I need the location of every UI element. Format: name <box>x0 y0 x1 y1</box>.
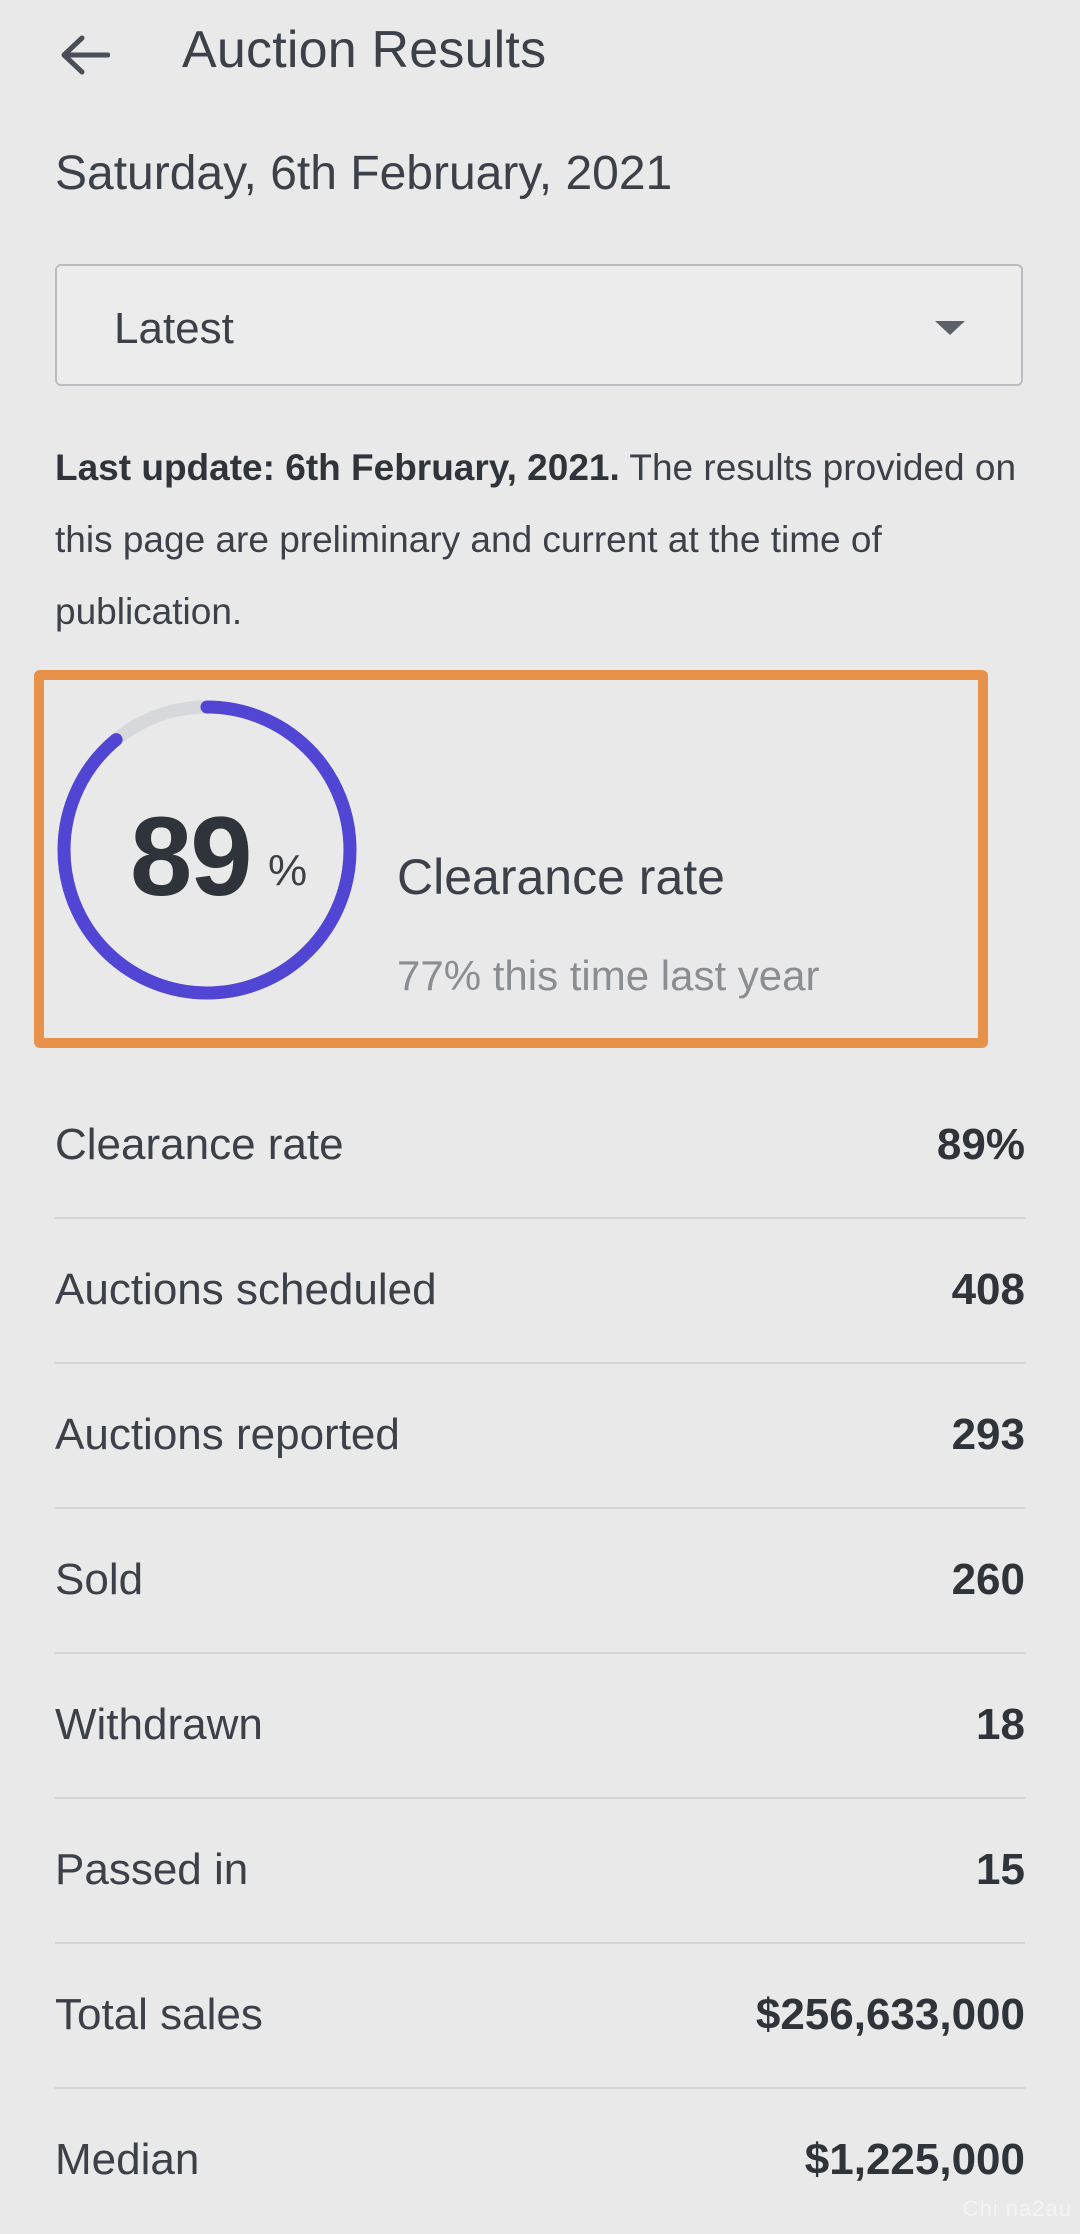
date-heading: Saturday, 6th February, 2021 <box>55 147 673 200</box>
highlight-frame <box>34 670 988 1048</box>
stat-value: 408 <box>951 1265 1025 1314</box>
stat-row-auctions-reported: Auctions reported 293 <box>55 1364 1025 1509</box>
stat-value: 260 <box>951 1555 1025 1604</box>
clearance-rate-label: Clearance rate <box>397 849 725 905</box>
results-period-select[interactable]: Latest <box>55 264 1023 386</box>
stat-label: Clearance rate <box>55 1120 344 1169</box>
stat-label: Sold <box>55 1555 144 1604</box>
stat-label: Auctions scheduled <box>55 1265 437 1314</box>
back-button[interactable] <box>52 22 118 88</box>
stat-row-median: Median $1,225,000 <box>55 2089 1025 2234</box>
stat-row-total-sales: Total sales $256,633,000 <box>55 1944 1025 2089</box>
stat-label: Auctions reported <box>55 1410 400 1459</box>
stat-value: $1,225,000 <box>804 2135 1025 2184</box>
stat-row-clearance-rate: Clearance rate 89% <box>55 1074 1025 1219</box>
last-update-text: Last update: 6th February, 2021. <box>55 447 620 488</box>
stat-value: 89% <box>936 1120 1025 1169</box>
stat-row-passed-in: Passed in 15 <box>55 1799 1025 1944</box>
update-notice: Last update: 6th February, 2021. The res… <box>55 432 1035 648</box>
stat-value: $256,633,000 <box>755 1990 1025 2039</box>
app-header: Auction Results <box>0 0 1080 110</box>
page-title: Auction Results <box>182 21 547 79</box>
gauge-percent-value: 89 <box>130 794 253 919</box>
stat-value: 18 <box>976 1700 1025 1749</box>
stat-row-sold: Sold 260 <box>55 1509 1025 1654</box>
notice-text: The results provided on this page are pr… <box>55 447 1017 632</box>
gauge-percent-sign: % <box>268 846 308 895</box>
chevron-down-icon <box>935 321 965 335</box>
select-value: Latest <box>114 304 234 353</box>
stat-label: Median <box>55 2135 200 2184</box>
last-year-comparison: 77% this time last year <box>397 952 820 999</box>
stat-label: Withdrawn <box>55 1700 263 1749</box>
watermark: Chi na2au <box>962 2196 1072 2221</box>
gauge-progress-arc <box>57 700 357 1000</box>
stat-label: Total sales <box>55 1990 263 2039</box>
stat-row-auctions-scheduled: Auctions scheduled 408 <box>55 1219 1025 1364</box>
stat-label: Passed in <box>55 1845 249 1894</box>
stat-value: 15 <box>976 1845 1025 1894</box>
stat-value: 293 <box>951 1410 1025 1459</box>
arrow-left-icon <box>61 35 110 75</box>
stats-list: Clearance rate 89% Auctions scheduled 40… <box>55 1074 1025 2234</box>
stat-row-withdrawn: Withdrawn 18 <box>55 1654 1025 1799</box>
clearance-rate-gauge <box>57 700 357 1000</box>
